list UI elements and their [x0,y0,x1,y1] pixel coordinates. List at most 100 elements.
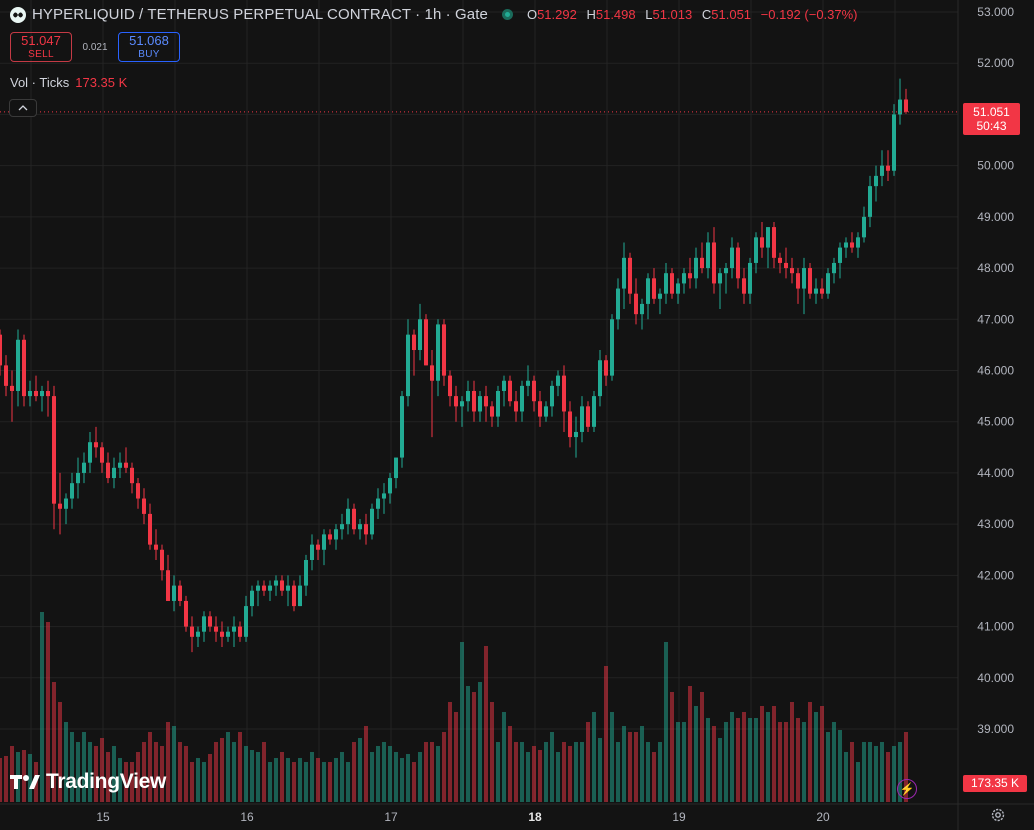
candle-body [280,580,284,591]
volume-bar [652,752,656,802]
volume-bar [736,718,740,802]
candle-body [808,268,812,294]
volume-bar [748,718,752,802]
buy-button[interactable]: 51.068 BUY [118,32,180,62]
close-value: 51.051 [711,7,752,22]
volume-bar [592,712,596,802]
time-tick-label: 20 [816,810,830,824]
volume-bar [628,732,632,802]
sell-button[interactable]: 51.047 SELL [10,32,72,62]
candle-body [208,616,212,627]
volume-bar [472,692,476,802]
bar-countdown: 50:43 [976,119,1007,133]
candle-body [898,99,902,115]
price-tick-label: 52.000 [977,56,1014,70]
time-tick-label: 15 [96,810,110,824]
volume-bar [826,732,830,802]
volume-bar [436,746,440,802]
candle-body [64,498,68,509]
price-tick-label: 40.000 [977,671,1014,685]
candle-body [382,493,386,499]
candle-body [712,242,716,284]
volume-bar [874,746,878,802]
candle-body [226,631,230,637]
volume-bar [868,742,872,802]
volume-bar [286,758,290,802]
candle-body [292,585,296,607]
volume-bar [148,732,152,802]
candle-body [460,401,464,407]
volume-bar [226,732,230,802]
volume-bar [784,722,788,802]
buy-label: BUY [138,49,160,60]
volume-bar [550,732,554,802]
candle-body [136,483,140,499]
collapse-legend-button[interactable] [9,99,37,117]
candle-body [658,293,662,299]
candle-body [94,442,98,448]
volume-bar [724,722,728,802]
candle-body [454,396,458,407]
candle-body [34,390,38,397]
volume-bar [190,762,194,802]
volume-bar [508,726,512,802]
candle-body [52,396,56,504]
price-tick-label: 48.000 [977,261,1014,275]
volume-bar [880,742,884,802]
volume-bar [862,742,866,802]
candle-body [358,524,362,530]
candle-body [322,534,326,550]
candle-body [394,457,398,479]
volume-bar [202,762,206,802]
candle-body [178,585,182,601]
candle-body [598,360,602,397]
candle-body [526,380,530,386]
market-status-icon[interactable] [501,9,513,20]
volume-bar [214,742,218,802]
candle-body [844,242,848,248]
lightning-icon[interactable]: ⚡ [897,779,917,799]
candle-body [244,606,248,637]
volume-bar [604,666,608,802]
candle-body [850,242,854,248]
price-axis: 53.00052.00051.00050.00049.00048.00047.0… [957,0,1014,830]
volume-bar [730,712,734,802]
volume-bar [382,742,386,802]
volume-bar [586,722,590,802]
volume-bar [886,752,890,802]
volume-bar [460,642,464,802]
volume-bar [10,746,14,802]
sell-price: 51.047 [21,33,61,48]
volume-bar [262,742,266,802]
volume-bar [82,732,86,802]
settings-gear-icon[interactable] [990,807,1006,823]
volume-bar [136,752,140,802]
candle-body [568,411,572,438]
candle-body [718,273,722,284]
candle-body [790,268,794,274]
volume-legend[interactable]: Vol · Ticks 173.35 K [10,75,127,90]
candle-body [622,257,626,289]
candle-body [736,247,740,279]
candle-body [214,626,218,632]
candle-body [520,385,524,412]
volume-bar [820,706,824,802]
tradingview-logo[interactable]: TradingView [10,770,166,794]
candle-body [490,406,494,417]
volume-bar [898,742,902,802]
volume-bar [694,706,698,802]
volume-bar [394,752,398,802]
candle-body [694,257,698,279]
volume-bar [388,746,392,802]
candle-body [904,99,908,112]
candle-body [784,262,788,269]
volume-bar [220,738,224,802]
candle-body [370,508,374,535]
candle-body [412,334,416,351]
volume-bars [0,612,908,802]
candle-body [154,544,158,550]
symbol-title[interactable]: HYPERLIQUID / TETHERUS PERPETUAL CONTRAC… [32,6,488,23]
last-price-value: 51.051 [973,105,1010,119]
candle-body [730,247,734,269]
